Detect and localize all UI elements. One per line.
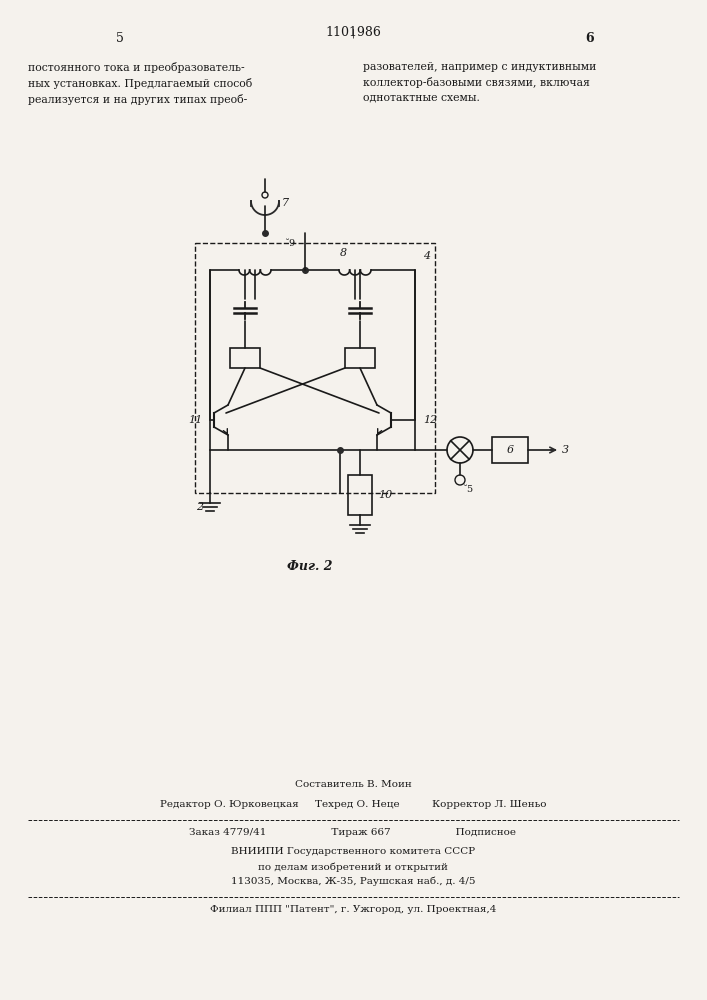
Text: ̆9: ̆9 (290, 238, 296, 247)
Text: ВНИИПИ Государственного комитета СССР: ВНИИПИ Государственного комитета СССР (231, 847, 475, 856)
Text: Заказ 4779/41                    Тираж 667                    Подписное: Заказ 4779/41 Тираж 667 Подписное (189, 828, 517, 837)
Bar (348, 475, 372, 515)
Text: 8: 8 (340, 248, 347, 258)
Text: 3: 3 (562, 445, 569, 455)
Text: ̆5: ̆5 (468, 485, 474, 493)
Bar (230, 348, 260, 368)
Text: 2: 2 (197, 502, 204, 512)
Text: 5: 5 (116, 31, 124, 44)
Text: Фиг. 2: Фиг. 2 (287, 560, 333, 573)
Text: разователей, например с индуктивными
коллектор-базовыми связями, включая
однотак: разователей, например с индуктивными кол… (363, 62, 597, 102)
Text: 10: 10 (378, 490, 392, 500)
Text: 4: 4 (423, 251, 430, 261)
Text: 7: 7 (282, 198, 289, 208)
Text: |: | (351, 28, 355, 38)
Text: 6: 6 (585, 31, 595, 44)
Text: по делам изобретений и открытий: по делам изобретений и открытий (258, 862, 448, 871)
Text: 113035, Москва, Ж-35, Раушская наб., д. 4/5: 113035, Москва, Ж-35, Раушская наб., д. … (230, 877, 475, 886)
Bar (195, 243, 435, 493)
Bar (492, 437, 528, 463)
Text: Составитель В. Моин: Составитель В. Моин (295, 780, 411, 789)
Text: Филиал ППП "Патент", г. Ужгород, ул. Проектная,4: Филиал ППП "Патент", г. Ужгород, ул. Про… (210, 905, 496, 914)
Text: 1101986: 1101986 (325, 25, 381, 38)
Text: 11: 11 (188, 415, 202, 425)
Text: постоянного тока и преобразователь-
ных установках. Предлагаемый способ
реализуе: постоянного тока и преобразователь- ных … (28, 62, 252, 105)
Text: 12: 12 (423, 415, 437, 425)
Text: 6: 6 (506, 445, 513, 455)
Text: Редактор О. Юрковецкая     Техред О. Неце          Корректор Л. Шеньо: Редактор О. Юрковецкая Техред О. Неце Ко… (160, 800, 547, 809)
Bar (345, 348, 375, 368)
